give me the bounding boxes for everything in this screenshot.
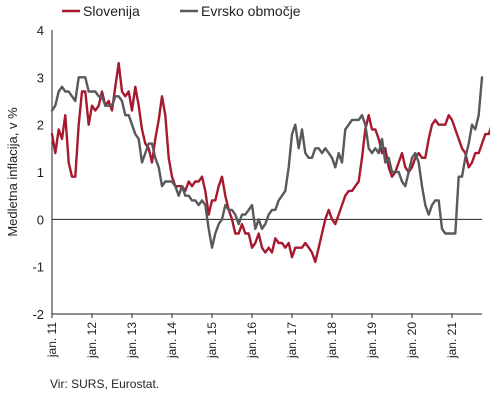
chart-legend: Slovenija Evrsko območje — [62, 3, 301, 19]
y-tick-label: -2 — [32, 307, 44, 322]
x-tick-label: jan. 13 — [125, 322, 139, 359]
y-tick-label: -1 — [32, 260, 44, 275]
x-tick-label: jan. 12 — [85, 322, 99, 359]
y-tick-label: 3 — [37, 70, 44, 85]
series-lines — [50, 61, 490, 264]
series-line-2 — [50, 76, 484, 249]
source-note: Vir: SURS, Eurostat. — [50, 377, 160, 391]
y-tick-label: 0 — [37, 212, 44, 227]
x-tick-label: jan. 20 — [405, 322, 419, 359]
legend-label-1: Slovenija — [83, 3, 140, 19]
series-line-1 — [50, 61, 490, 264]
x-tick-label: jan. 21 — [445, 322, 459, 359]
y-tick-label: 4 — [37, 23, 44, 38]
x-tick-label: jan. 15 — [205, 322, 219, 359]
x-tick-label: jan. 16 — [245, 322, 259, 359]
x-tick-label: jan. 19 — [365, 322, 379, 359]
legend-label-2: Evrsko območje — [201, 3, 301, 19]
x-tick-label: jan. 17 — [285, 322, 299, 359]
y-axis-title: Medletna inflacija, v % — [5, 107, 20, 237]
x-tick-label: jan. 14 — [165, 322, 179, 359]
y-tick-label: 2 — [37, 118, 44, 133]
x-axis: jan. 11 jan. 12 jan. 13 jan. 14 jan. 15 jan. … — [45, 30, 482, 359]
x-tick-label: jan. 11 — [45, 322, 59, 358]
y-tick-label: 1 — [37, 165, 44, 180]
y-axis-ticks: 4 3 2 1 0 -1 -2 — [32, 23, 44, 322]
x-tick-label: jan. 18 — [325, 322, 339, 359]
